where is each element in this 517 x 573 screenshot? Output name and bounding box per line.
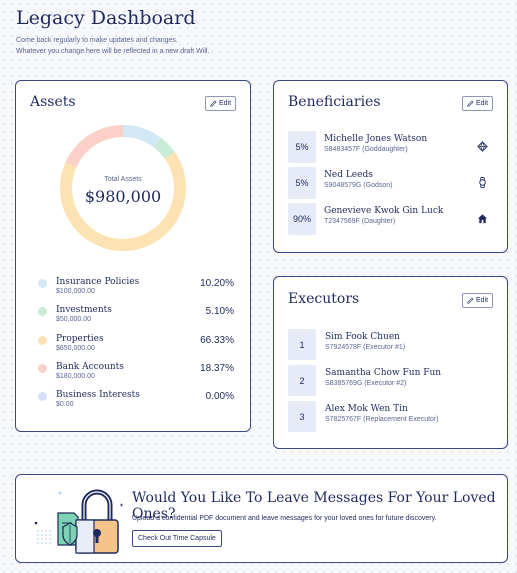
subtitle-line: Come back regularly to make updates and … — [16, 37, 178, 44]
asset-percent: 66.33% — [200, 335, 234, 346]
asset-row-insurance[interactable]: Insurance Policies $100,000.00 10.20% — [38, 277, 234, 301]
asset-percent: 18.37% — [200, 363, 234, 374]
beneficiary-name: Michelle Jones Watson — [324, 134, 428, 144]
donut-segment — [122, 125, 161, 148]
donut-segment — [153, 137, 175, 159]
executor-name: Alex Mok Wen Tin — [325, 404, 408, 414]
asset-name: Insurance Policies — [56, 277, 140, 287]
executor-number: 2 — [288, 365, 316, 396]
asset-amount: $50,000.00 — [56, 316, 92, 323]
page-subtitle: Come back regularly to make updates and … — [16, 35, 209, 57]
beneficiary-row[interactable]: 5% Ned Leeds S9048579G (Godson) — [288, 167, 494, 199]
executor-name: Sim Fook Chuen — [325, 332, 400, 342]
executors-title: Executors — [288, 291, 360, 307]
beneficiaries-card: Beneficiaries Edit 5% Michelle Jones Wat… — [273, 80, 508, 253]
asset-percent: 5.10% — [205, 306, 234, 317]
asset-row-properties[interactable]: Properties $650,000.00 66.33% — [38, 334, 234, 358]
assets-card: Assets Edit Total Assets $980,000 Insura… — [15, 80, 251, 432]
total-assets-value: $980,000 — [84, 187, 162, 206]
donut-segment — [60, 151, 186, 251]
time-capsule-title: Would You Like To Leave Messages For You… — [132, 490, 496, 522]
beneficiary-detail: T2347569F (Daughter) — [324, 218, 396, 225]
asset-name: Properties — [56, 334, 104, 344]
asset-amount: $0.00 — [56, 401, 74, 408]
total-assets-label: Total Assets — [104, 176, 142, 183]
executor-row[interactable]: 3 Alex Mok Wen Tin S7825767F (Replacemen… — [288, 401, 494, 432]
legend-dot — [38, 307, 47, 316]
executors-edit-button[interactable]: Edit — [462, 293, 494, 308]
executor-row[interactable]: 2 Samantha Chow Fun Fun S8385769G (Execu… — [288, 365, 494, 396]
asset-name: Business Interests — [56, 390, 140, 400]
asset-percent: 0.00% — [205, 391, 234, 402]
edit-label: Edit — [476, 297, 489, 304]
donut-segment — [65, 125, 124, 168]
asset-percent: 10.20% — [200, 278, 234, 289]
page-title: Legacy Dashboard — [16, 7, 196, 29]
house-icon — [477, 214, 488, 224]
pencil-icon — [467, 297, 474, 304]
asset-amount: $650,000.00 — [56, 345, 95, 352]
asset-row-business-interests[interactable]: Business Interests $0.00 0.00% — [38, 390, 234, 414]
asset-name: Investments — [56, 305, 112, 315]
beneficiary-row[interactable]: 5% Michelle Jones Watson S8483457F (Godd… — [288, 131, 494, 163]
time-capsule-description: Upload a confidential PDF document and l… — [132, 515, 437, 522]
assets-edit-button[interactable]: Edit — [205, 96, 237, 111]
asset-amount: $100,000.00 — [56, 288, 95, 295]
edit-label: Edit — [219, 100, 232, 107]
diamond-icon — [477, 141, 488, 152]
beneficiary-detail: S9048579G (Godson) — [324, 182, 393, 189]
legend-dot — [38, 392, 47, 401]
edit-label: Edit — [476, 100, 489, 107]
beneficiaries-edit-button[interactable]: Edit — [462, 96, 494, 111]
legend-dot — [38, 336, 47, 345]
executor-row[interactable]: 1 Sim Fook Chuen S7924578F (Executor #1) — [288, 329, 494, 360]
beneficiaries-title: Beneficiaries — [288, 94, 381, 110]
executor-detail: S8385769G (Executor #2) — [325, 380, 407, 387]
pencil-icon — [210, 100, 217, 107]
beneficiary-name: Genevieve Kwok Gin Luck — [324, 206, 444, 216]
assets-title: Assets — [30, 94, 76, 110]
executor-detail: S7825767F (Replacement Executor) — [325, 416, 439, 423]
beneficiary-percent: 90% — [288, 203, 316, 235]
padlock-document-illustration — [34, 489, 123, 554]
check-out-time-capsule-button[interactable]: Check Out Time Capsule — [132, 530, 222, 547]
subtitle-line: Whatever you change here will be reflect… — [16, 48, 210, 55]
legend-dot — [38, 279, 47, 288]
legend-dot — [38, 364, 47, 373]
beneficiary-name: Ned Leeds — [324, 170, 373, 180]
donut-center: Total Assets $980,000 — [60, 176, 186, 206]
executor-name: Samantha Chow Fun Fun — [325, 368, 442, 378]
beneficiary-percent: 5% — [288, 167, 316, 199]
executor-number: 3 — [288, 401, 316, 432]
watch-icon — [479, 177, 486, 188]
assets-donut-chart — [60, 125, 186, 251]
executor-number: 1 — [288, 329, 316, 360]
beneficiary-row[interactable]: 90% Genevieve Kwok Gin Luck T2347569F (D… — [288, 203, 494, 235]
executor-detail: S7924578F (Executor #1) — [325, 344, 406, 351]
asset-row-bank-accounts[interactable]: Bank Accounts $180,000.00 18.37% — [38, 362, 234, 386]
asset-name: Bank Accounts — [56, 362, 124, 372]
asset-amount: $180,000.00 — [56, 373, 95, 380]
time-capsule-card: Would You Like To Leave Messages For You… — [15, 474, 508, 563]
pencil-icon — [467, 100, 474, 107]
asset-row-investments[interactable]: Investments $50,000.00 5.10% — [38, 305, 234, 329]
beneficiary-percent: 5% — [288, 131, 316, 163]
beneficiary-detail: S8483457F (Goddaughter) — [324, 146, 408, 153]
executors-card: Executors Edit 1 Sim Fook Chuen S7924578… — [273, 276, 508, 449]
